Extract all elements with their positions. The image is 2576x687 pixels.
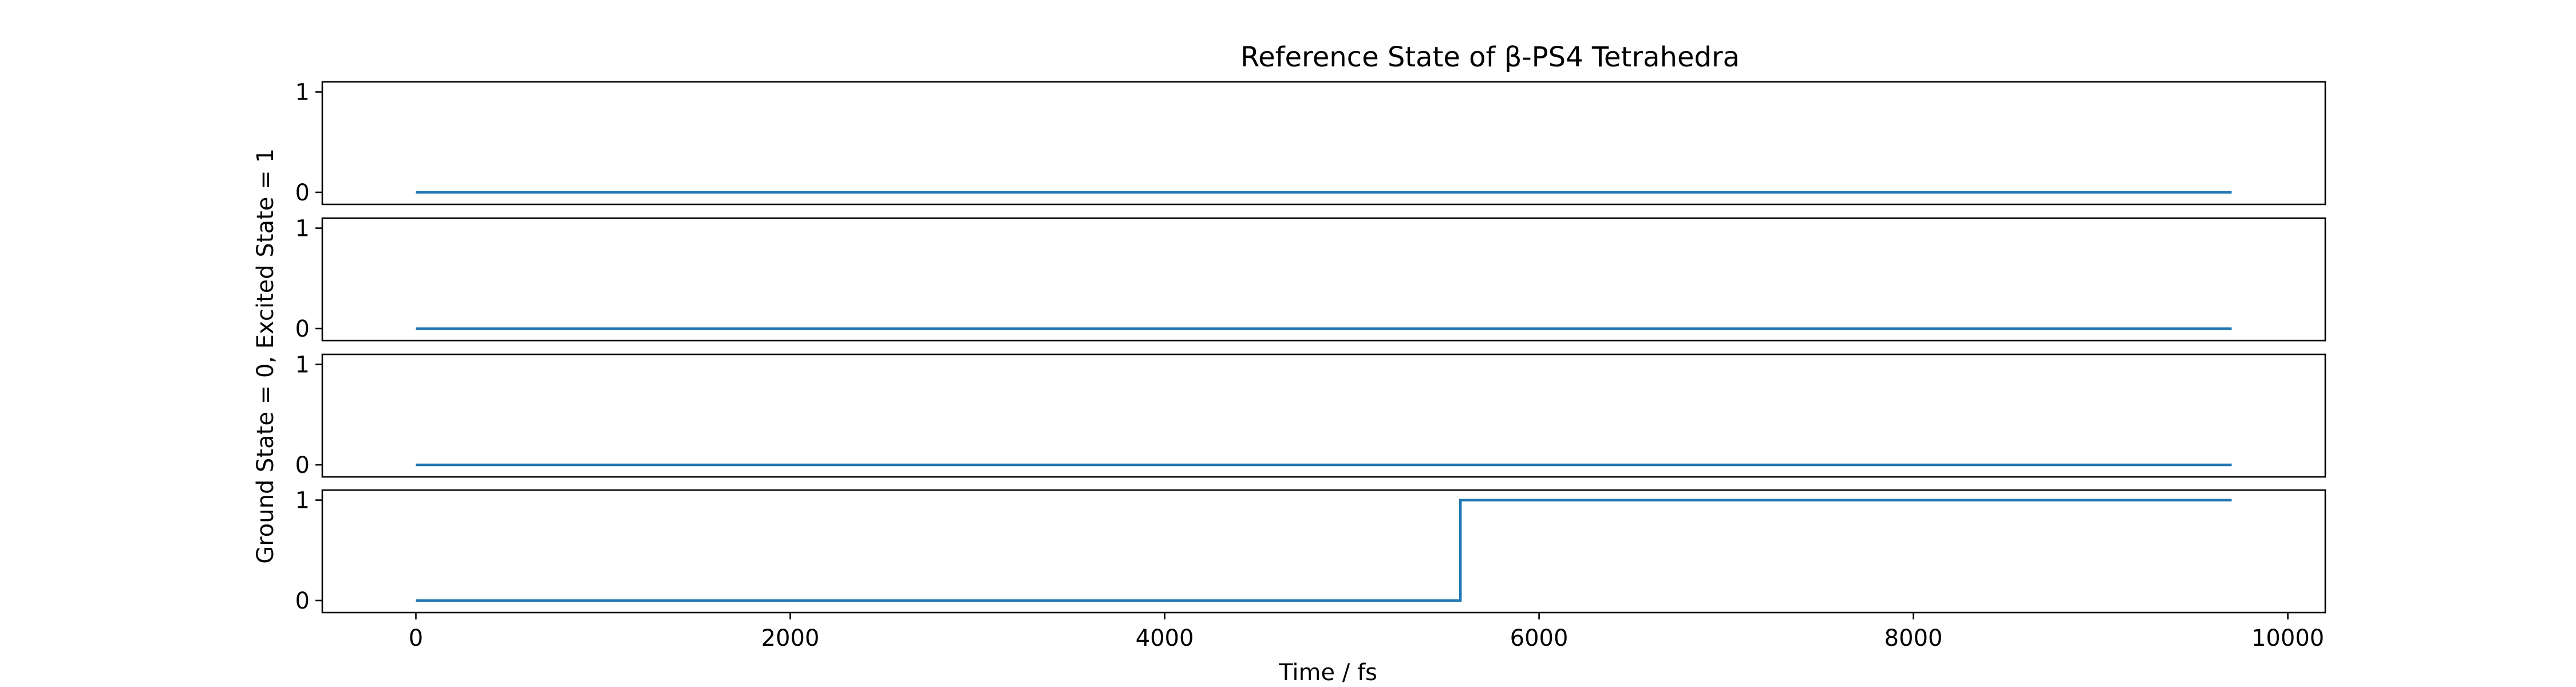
y-axis-label: Ground State = 0, Excited State = 1	[252, 148, 279, 564]
x-tick-label: 2000	[761, 625, 820, 652]
subplot-3: 01	[295, 352, 2326, 479]
axes-frame	[321, 353, 2326, 478]
axes-frame	[321, 489, 2326, 614]
y-tick-label: 0	[295, 452, 310, 479]
y-tick-label: 1	[295, 352, 310, 378]
x-tick-label: 4000	[1136, 625, 1194, 652]
y-tick-label: 0	[295, 316, 310, 342]
y-tick-label: 0	[295, 180, 310, 206]
chart-title: Reference State of β-PS4 Tetrahedra	[1240, 41, 1740, 73]
x-tick-label: 8000	[1884, 625, 1943, 652]
subplot-2: 01	[295, 216, 2326, 342]
x-tick-label: 10000	[2251, 625, 2324, 652]
y-tick-label: 1	[295, 80, 310, 106]
x-tick-label: 0	[409, 625, 423, 652]
y-tick-label: 0	[295, 588, 310, 614]
y-tick-label: 1	[295, 488, 310, 514]
subplot-4: 01	[295, 488, 2326, 614]
x-axis: 0 2000 4000 6000 8000 10000	[409, 613, 2324, 652]
series-line	[416, 499, 2232, 602]
axes-frame	[321, 81, 2326, 206]
x-axis-label: Time / fs	[1278, 660, 1377, 686]
axes-frame	[321, 217, 2326, 342]
x-tick-label: 6000	[1510, 625, 1568, 652]
y-tick-label: 1	[295, 216, 310, 242]
subplot-1: 01	[295, 80, 2326, 206]
